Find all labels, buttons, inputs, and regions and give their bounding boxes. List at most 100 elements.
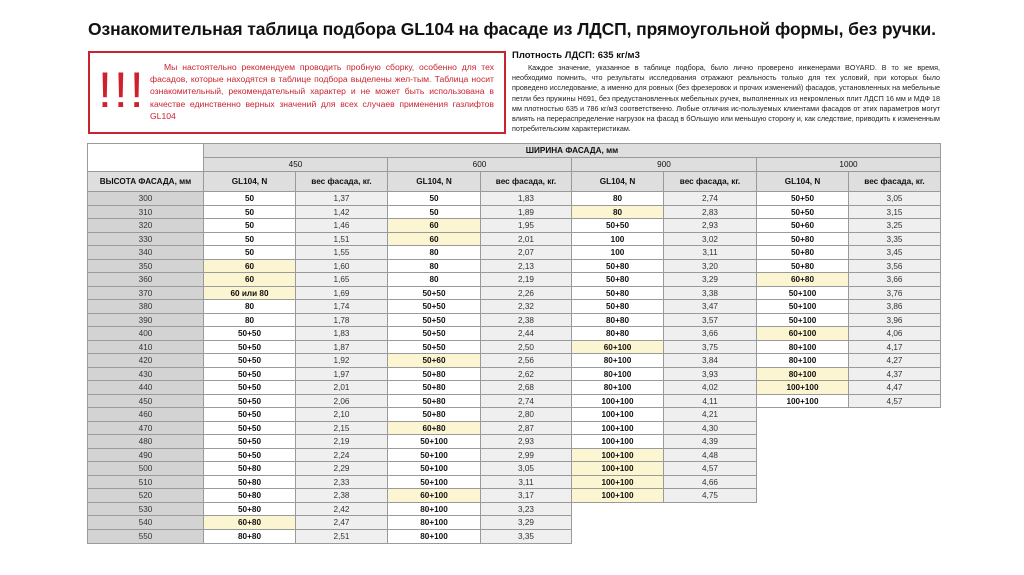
gas-lift-cell: 80+100 [756,353,849,368]
weight-cell: 1,46 [295,218,388,233]
gas-lift-cell: 50+80 [387,367,481,381]
gas-lift-cell: 50 [387,205,481,219]
gas-lift-cell: 50+80 [203,461,296,476]
weight-cell: 4,21 [663,407,757,422]
gas-lift-cell: 50+100 [387,448,481,462]
gas-lift-cell: 80 [571,191,664,206]
gas-lift-cell: 60 или 80 [203,286,296,300]
weight-header-450: вес фасада, кг. [295,171,388,192]
weight-cell: 4,57 [848,394,941,408]
weight-cell: 1,55 [295,245,388,260]
weight-cell: 2,24 [295,448,388,462]
gas-lift-cell: 100+100 [571,421,664,435]
gas-lift-cell: 100 [571,245,664,260]
gas-lift-cell: 60 [387,232,481,246]
row-height-530: 530 [87,502,204,516]
row-height-510: 510 [87,475,204,489]
weight-cell: 2,38 [480,313,572,327]
weight-cell: 4,66 [663,475,757,489]
weight-cell: 3,96 [848,313,941,327]
row-height-390: 390 [87,313,204,327]
weight-cell: 4,02 [663,380,757,395]
row-height-400: 400 [87,326,204,341]
gas-lift-cell: 50+80 [756,259,849,273]
weight-cell: 2,15 [295,421,388,435]
gas-lift-cell: 50+80 [571,286,664,300]
gas-lift-cell: 50+50 [203,448,296,462]
gas-lift-cell: 50+50 [387,299,481,314]
weight-cell: 2,26 [480,286,572,300]
weight-cell: 2,93 [663,218,757,233]
row-height-340: 340 [87,245,204,260]
gas-lift-cell: 50+50 [387,326,481,341]
weight-cell: 3,76 [848,286,941,300]
width-column-900: 900 [571,157,757,172]
gas-lift-cell: 80+100 [387,529,481,544]
weight-cell: 1,37 [295,191,388,206]
weight-cell: 4,06 [848,326,941,341]
gas-lift-cell: 80 [203,313,296,327]
gl-header-900: GL104, N [571,171,664,192]
gas-lift-cell: 80+100 [571,367,664,381]
gas-lift-cell: 50 [203,245,296,260]
gas-lift-cell: 60+100 [756,326,849,341]
row-height-410: 410 [87,340,204,354]
weight-cell: 3,57 [663,313,757,327]
weight-cell: 4,30 [663,421,757,435]
gas-lift-cell: 50+100 [387,461,481,476]
width-column-450: 450 [203,157,388,172]
gas-lift-cell: 100+100 [756,394,849,408]
gas-lift-cell: 50+50 [756,205,849,219]
row-height-430: 430 [87,367,204,381]
gas-lift-cell: 50 [387,191,481,206]
weight-cell: 1,83 [480,191,572,206]
gas-lift-cell: 50+80 [571,299,664,314]
gas-lift-cell: 50 [203,191,296,206]
weight-cell: 2,38 [295,488,388,503]
weight-cell: 4,39 [663,434,757,449]
weight-cell: 2,74 [663,191,757,206]
gas-lift-cell: 80+80 [571,326,664,341]
gas-lift-cell: 60 [203,259,296,273]
gas-lift-cell: 80 [387,272,481,287]
gas-lift-cell: 50+60 [387,353,481,368]
weight-cell: 3,20 [663,259,757,273]
row-height-550: 550 [87,529,204,544]
weight-cell: 3,47 [663,299,757,314]
row-height-370: 370 [87,286,204,300]
gas-lift-cell: 80+100 [756,340,849,354]
weight-cell: 2,32 [480,299,572,314]
gas-lift-cell: 50+50 [387,340,481,354]
gas-lift-cell: 50+80 [387,394,481,408]
weight-cell: 3,35 [480,529,572,544]
height-header: ВЫСОТА ФАСАДА, мм [87,171,204,192]
weight-cell: 3,66 [663,326,757,341]
gas-lift-cell: 50+80 [387,380,481,395]
weight-cell: 3,45 [848,245,941,260]
weight-cell: 3,29 [480,515,572,530]
gas-lift-cell: 50+100 [387,475,481,489]
gas-lift-cell: 100+100 [571,407,664,422]
weight-cell: 2,93 [480,434,572,449]
weight-cell: 2,74 [480,394,572,408]
row-height-520: 520 [87,488,204,503]
weight-cell: 2,07 [480,245,572,260]
gl-header-600: GL104, N [387,171,481,192]
gas-lift-cell: 80+100 [387,502,481,516]
weight-cell: 3,75 [663,340,757,354]
row-height-320: 320 [87,218,204,233]
gas-lift-cell: 100 [571,232,664,246]
weight-cell: 3,93 [663,367,757,381]
gas-lift-cell: 50+50 [203,353,296,368]
weight-cell: 2,01 [295,380,388,395]
gas-lift-cell: 80+80 [203,529,296,544]
gas-lift-cell: 60+80 [387,421,481,435]
table-corner-cell [87,143,204,172]
weight-header-600: вес фасада, кг. [480,171,572,192]
gas-lift-cell: 50+50 [571,218,664,233]
gas-lift-cell: 50+50 [203,326,296,341]
gas-lift-cell: 50 [203,205,296,219]
weight-header-900: вес фасада, кг. [663,171,757,192]
width-column-600: 600 [387,157,572,172]
gas-lift-cell: 50+60 [756,218,849,233]
